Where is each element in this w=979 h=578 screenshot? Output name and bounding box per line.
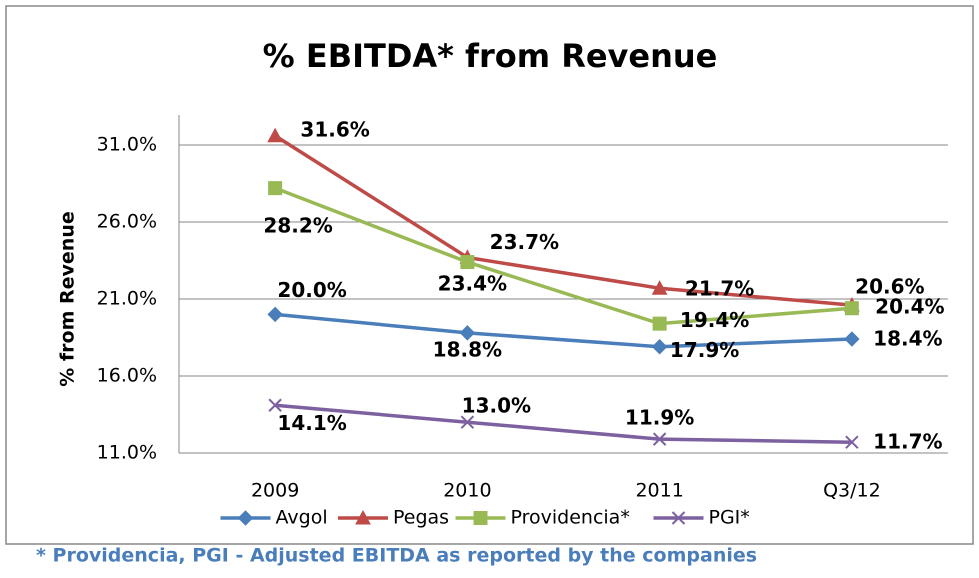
marker: [460, 255, 475, 270]
data-label: 18.4%: [873, 327, 942, 351]
chart-border: [5, 5, 974, 545]
data-label: 17.9%: [670, 338, 739, 362]
x-tick-label: 2011: [635, 480, 683, 502]
marker: [267, 127, 283, 143]
marker: [652, 432, 667, 446]
data-label: 13.0%: [462, 394, 531, 418]
marker: [652, 316, 667, 331]
series-line: [274, 312, 852, 349]
marker: [671, 511, 686, 525]
marker: [459, 325, 476, 341]
chart-title: % EBITDA* from Revenue: [263, 37, 718, 75]
series-line: [274, 403, 852, 444]
y-tick-label: 11.0%: [97, 442, 157, 464]
data-label: 20.6%: [855, 275, 924, 299]
x-tick-label: 2010: [443, 480, 491, 502]
marker: [845, 435, 859, 449]
data-label: 11.9%: [625, 406, 694, 430]
y-axis-title: % from Revenue: [57, 211, 79, 386]
y-tick-label: 16.0%: [97, 365, 157, 387]
marker: [355, 509, 371, 525]
data-label: 23.4%: [438, 272, 507, 296]
marker: [237, 510, 254, 526]
data-label: 11.7%: [873, 430, 942, 454]
marker: [268, 181, 283, 196]
y-tick-label: 26.0%: [97, 211, 157, 233]
data-label: 28.2%: [263, 214, 332, 238]
series-line: [274, 134, 853, 307]
marker: [651, 280, 668, 295]
series-line: [274, 186, 853, 326]
marker: [473, 511, 488, 525]
data-label: 31.6%: [300, 117, 369, 141]
x-tick-label: 2009: [251, 480, 299, 502]
data-label: 21.7%: [685, 277, 754, 301]
marker: [268, 398, 282, 412]
y-tick-label: 21.0%: [97, 288, 157, 310]
marker: [844, 301, 859, 316]
marker: [460, 415, 475, 429]
x-tick-label: Q3/12: [823, 480, 881, 502]
marker: [267, 306, 283, 323]
data-label: 14.1%: [277, 411, 346, 435]
footnote: * Providencia, PGI - Adjusted EBITDA as …: [36, 545, 757, 567]
legend-label: Avgol: [276, 507, 328, 529]
marker: [651, 339, 668, 355]
marker: [844, 331, 860, 347]
data-label: 20.0%: [277, 278, 346, 302]
data-label: 20.4%: [875, 295, 944, 319]
y-tick-label: 31.0%: [97, 134, 157, 156]
legend-label: PGI*: [709, 507, 750, 529]
legend-label: Pegas: [393, 507, 449, 529]
data-label: 23.7%: [490, 230, 559, 254]
legend-label: Providencia*: [511, 507, 630, 529]
data-label: 19.4%: [680, 308, 749, 332]
data-label: 18.8%: [433, 337, 502, 361]
